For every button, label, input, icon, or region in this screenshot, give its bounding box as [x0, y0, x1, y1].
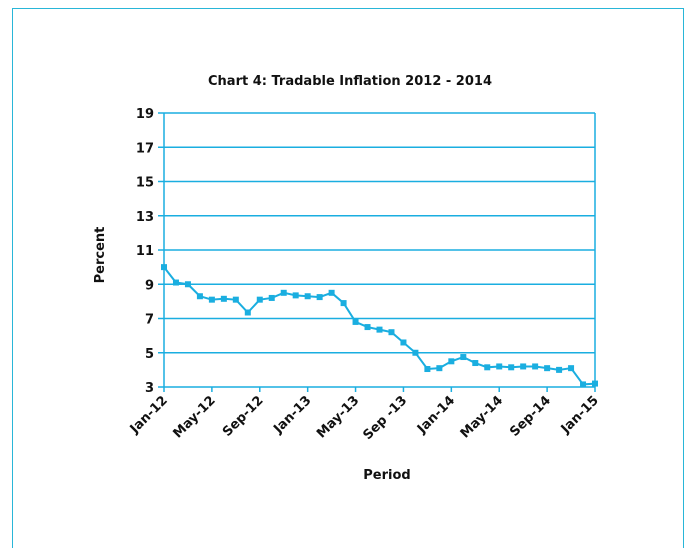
data-point — [245, 310, 251, 316]
data-point — [448, 358, 454, 364]
x-tick-label: Jan-15 — [558, 393, 602, 437]
data-point — [496, 363, 502, 369]
data-point — [281, 290, 287, 296]
data-point — [460, 354, 466, 360]
y-tick-label: 15 — [136, 176, 154, 191]
x-tick-label: Sep-12 — [220, 393, 267, 440]
data-point — [293, 292, 299, 298]
data-point — [329, 290, 335, 296]
data-point — [520, 363, 526, 369]
line-chart: Chart 4: Tradable Inflation 2012 - 2014 … — [13, 9, 683, 541]
x-tick-label: Sep-14 — [507, 393, 554, 440]
y-tick-label: 3 — [145, 381, 154, 396]
x-tick-label: May-12 — [170, 393, 218, 441]
data-point — [556, 367, 562, 373]
series-line — [161, 264, 598, 387]
data-point — [185, 281, 191, 287]
x-tick-label: May-14 — [458, 393, 506, 441]
data-point — [436, 365, 442, 371]
data-point — [388, 329, 394, 335]
x-tick-label: May-13 — [314, 393, 362, 441]
data-point — [568, 365, 574, 371]
data-point — [161, 264, 167, 270]
data-point — [173, 280, 179, 286]
chart-frame: Chart 4: Tradable Inflation 2012 - 2014 … — [12, 8, 684, 548]
data-point — [353, 319, 359, 325]
data-point — [400, 339, 406, 345]
data-point — [412, 350, 418, 356]
data-point — [472, 360, 478, 366]
y-tick-label: 11 — [136, 244, 154, 259]
y-axis-label: Percent — [93, 227, 108, 284]
data-point — [508, 364, 514, 370]
chart-title: Chart 4: Tradable Inflation 2012 - 2014 — [208, 74, 492, 89]
data-point — [580, 381, 586, 387]
x-tick-label: Sep -13 — [360, 393, 410, 443]
data-point — [544, 365, 550, 371]
data-point — [305, 293, 311, 299]
data-point — [592, 381, 598, 387]
y-tick-label: 13 — [136, 210, 154, 225]
y-axis-ticks: 3 5 7 9 11 13 15 17 19 — [136, 107, 164, 396]
data-point — [341, 300, 347, 306]
grid-lines — [164, 113, 595, 387]
data-point — [317, 294, 323, 300]
data-point — [257, 297, 263, 303]
y-tick-label: 19 — [136, 107, 154, 122]
y-tick-label: 7 — [145, 313, 154, 328]
data-point — [424, 366, 430, 372]
data-point — [269, 295, 275, 301]
y-tick-label: 5 — [145, 347, 154, 362]
data-point — [233, 297, 239, 303]
x-tick-label: Jan-12 — [127, 393, 171, 437]
y-tick-label: 17 — [136, 141, 154, 156]
x-tick-label: Jan-13 — [270, 393, 314, 437]
y-tick-label: 9 — [145, 278, 154, 293]
data-point — [197, 293, 203, 299]
x-axis-label: Period — [363, 468, 410, 483]
data-point — [221, 296, 227, 302]
data-point — [532, 363, 538, 369]
x-tick-label: Jan-14 — [414, 393, 458, 437]
data-point — [377, 327, 383, 333]
data-point — [365, 324, 371, 330]
data-point — [209, 297, 215, 303]
data-point — [484, 364, 490, 370]
